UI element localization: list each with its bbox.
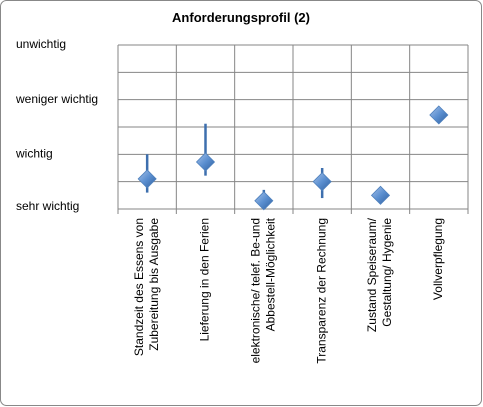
data-point [312, 172, 332, 192]
x-tick-label-group: elektronische/ telef. Be-und Abbestell-Mö… [249, 217, 278, 363]
chart-title: Anforderungsprofil (2) [172, 10, 310, 25]
x-tick-label-group: Zustand Speiseraum/Gestaltung/ Hygenie [365, 217, 394, 332]
y-tick-label: wichtig [15, 147, 53, 161]
y-tick-label: weniger wichtig [15, 92, 98, 106]
x-tick-label: Abbestell-Möglichkeit [264, 217, 278, 331]
x-tick-label-group: Vollverpflegung [431, 218, 445, 300]
data-point [137, 169, 157, 189]
data-point [429, 105, 449, 125]
data-point [195, 152, 216, 172]
x-tick-label-group: Standzeit des Essens von Zubereitung bis … [132, 218, 161, 356]
x-tick-label: elektronische/ telef. Be-und [249, 218, 263, 363]
x-tick-label: Zustand Speiseraum/ [365, 217, 379, 332]
x-tick-label: Lieferung in den Ferien [198, 218, 212, 341]
x-tick-label: Vollverpflegung [431, 218, 445, 300]
x-tick-label: Transparenz der Rechnung [314, 218, 328, 364]
x-tick-label-group: Transparenz der Rechnung [314, 218, 328, 364]
x-tick-label: Standzeit des Essens von [132, 218, 146, 356]
x-tick-label-group: Lieferung in den Ferien [198, 218, 212, 341]
data-point [254, 191, 274, 211]
y-tick-label: sehr wichtig [16, 199, 79, 213]
x-tick-label: Gestaltung/ Hygenie [380, 218, 394, 327]
data-point [370, 185, 391, 205]
y-tick-label: unwichtig [16, 37, 66, 51]
x-tick-label: Zubereitung bis Ausgabe [147, 218, 161, 351]
